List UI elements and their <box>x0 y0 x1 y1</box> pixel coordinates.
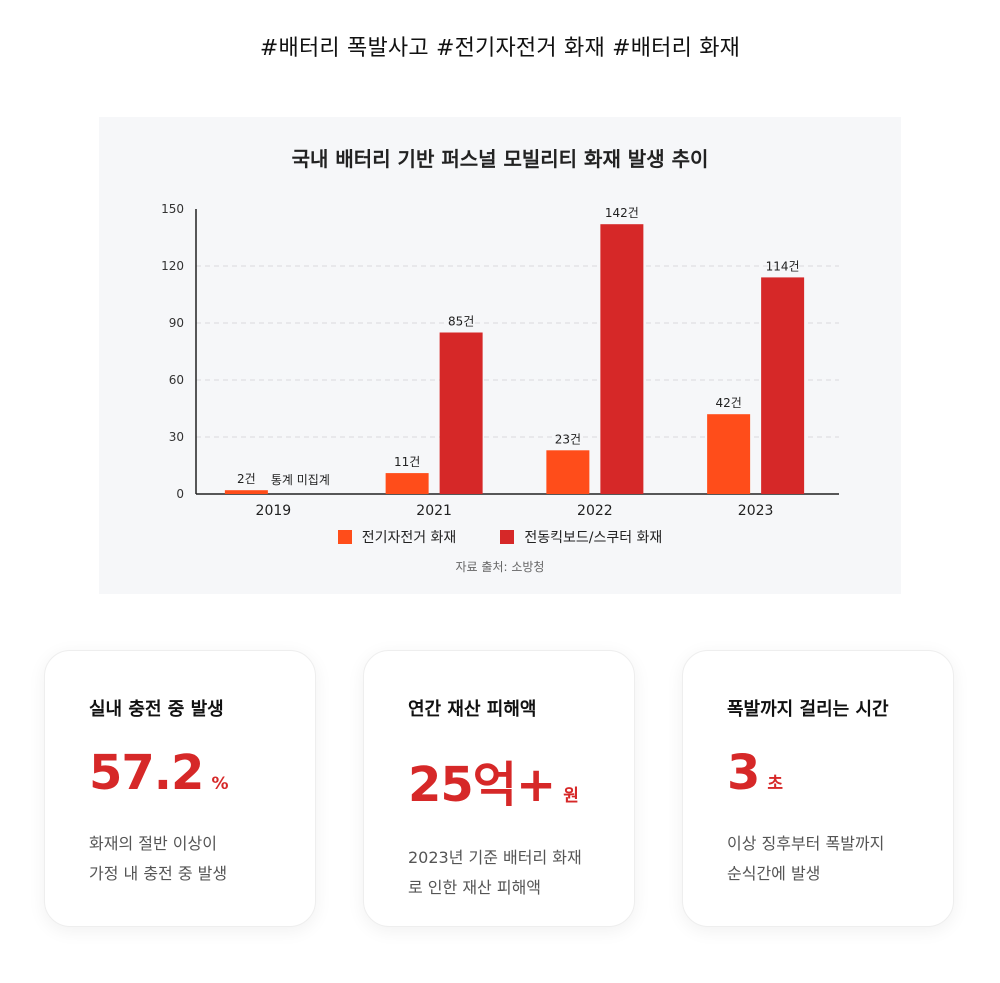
y-tick-label: 0 <box>176 487 184 501</box>
y-tick-label: 120 <box>161 259 184 273</box>
y-tick-label: 150 <box>161 202 184 216</box>
card-description: 화재의 절반 이상이 가정 내 충전 중 발생 <box>89 834 228 883</box>
chart-legend: 전기자전거 화재 전동킥보드/스쿠터 화재 <box>99 527 901 547</box>
x-tick-label: 2022 <box>577 503 613 519</box>
stat-card-indoor-charging: 실내 충전 중 발생 57.2 % 화재의 절반 이상이 가정 내 충전 중 발… <box>44 650 316 927</box>
legend-swatch-ebike <box>337 530 352 544</box>
card-value: 3 초 <box>727 745 953 801</box>
x-tick-label: 2019 <box>256 503 292 519</box>
chart-title: 국내 배터리 기반 퍼스널 모빌리티 화재 발생 추이 <box>291 147 709 171</box>
card-value: 57.2 % <box>89 745 315 801</box>
bar <box>707 414 751 494</box>
data-label: 85건 <box>448 315 474 329</box>
x-tick-label: 2021 <box>416 503 452 519</box>
card-description: 이상 징후부터 폭발까지 순식간에 발생 <box>727 834 885 883</box>
legend-label-ebike: 전기자전거 화재 <box>361 530 457 546</box>
data-label: 142건 <box>605 206 639 220</box>
bar <box>600 224 644 494</box>
card-number: 25억+ <box>408 757 556 813</box>
data-label: 통계 미집계 <box>271 473 330 487</box>
card-number: 3 <box>727 745 760 801</box>
data-label: 2건 <box>237 472 256 486</box>
chart-source: 자료 출처: 소방청 <box>455 560 545 574</box>
legend-label-kickboard: 전동킥보드/스쿠터 화재 <box>524 530 663 546</box>
bar <box>439 332 483 494</box>
y-tick-label: 90 <box>169 316 184 330</box>
bar <box>385 473 429 494</box>
y-tick-label: 30 <box>169 430 184 444</box>
data-label: 114건 <box>766 259 800 273</box>
x-tick-label: 2023 <box>738 503 774 519</box>
stat-card-explosion-time: 폭발까지 걸리는 시간 3 초 이상 징후부터 폭발까지 순식간에 발생 <box>682 650 954 927</box>
legend-item-ebike: 전기자전거 화재 <box>337 527 457 547</box>
card-unit: % <box>211 774 229 794</box>
data-label: 23건 <box>555 432 581 446</box>
chart-panel: 국내 배터리 기반 퍼스널 모빌리티 화재 발생 추이 0 30 60 90 120 15… <box>99 117 901 594</box>
card-title: 폭발까지 걸리는 시간 <box>727 699 889 720</box>
card-title: 실내 충전 중 발생 <box>89 699 224 720</box>
legend-swatch-kickboard <box>500 530 515 544</box>
card-number: 57.2 <box>89 745 204 801</box>
card-unit: 초 <box>767 774 784 794</box>
card-unit: 원 <box>563 786 579 806</box>
card-description: 2023년 기준 배터리 화재 로 인한 재산 피해액 <box>408 848 582 897</box>
legend-item-kickboard: 전동킥보드/스쿠터 화재 <box>500 527 662 547</box>
bar-chart: 0 30 60 90 120 150 2019 2건 통계 미집계 2021 11건 85건 2022 2… <box>161 202 839 519</box>
y-tick-label: 60 <box>169 373 184 387</box>
bar <box>761 277 805 494</box>
card-title: 연간 재산 피해액 <box>408 699 537 720</box>
card-value: 25억+ 원 <box>408 745 634 815</box>
hashtags: #배터리 폭발사고 #전기자전거 화재 #배터리 화재 <box>259 36 741 61</box>
data-label: 11건 <box>394 455 420 469</box>
data-label: 42건 <box>715 396 741 410</box>
bar <box>224 490 268 494</box>
bar <box>546 450 590 494</box>
stat-card-property-damage: 연간 재산 피해액 25억+ 원 2023년 기준 배터리 화재 로 인한 재산… <box>363 650 635 927</box>
